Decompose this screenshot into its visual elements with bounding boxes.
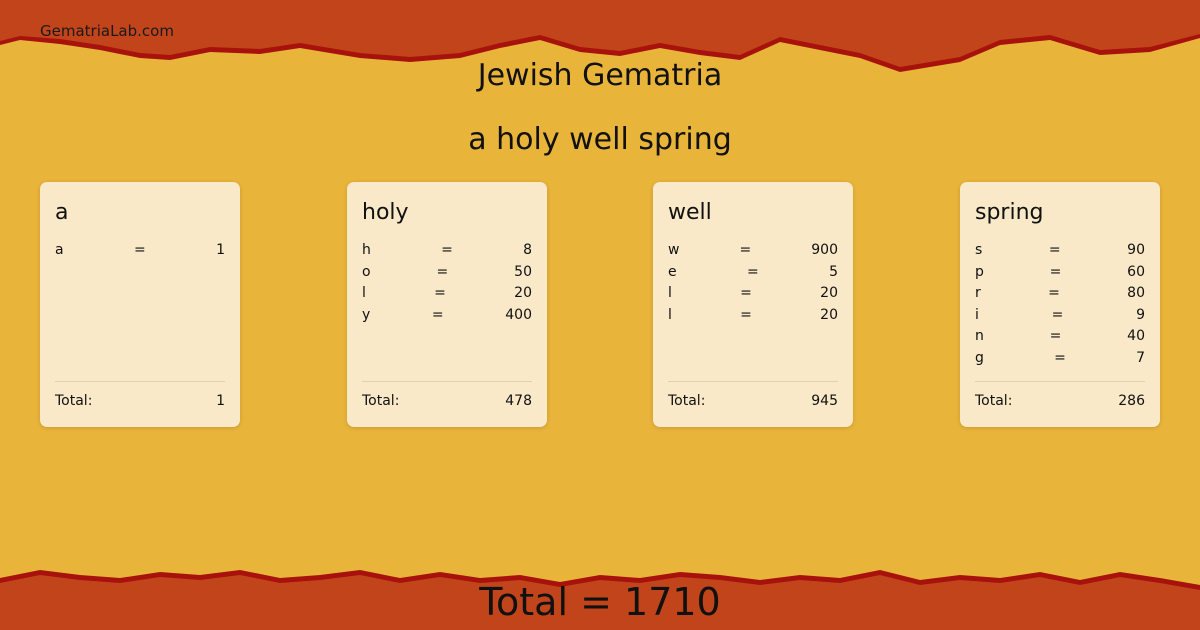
card-total: Total: 1	[55, 381, 225, 409]
letter: i	[975, 306, 979, 323]
letter-row: g = 7	[975, 348, 1145, 370]
total-value: 945	[811, 393, 838, 409]
letter-value: 20	[820, 306, 838, 323]
equals: =	[739, 242, 752, 258]
letter-row: w = 900	[668, 240, 838, 262]
letter-row: h = 8	[362, 240, 532, 262]
equals: =	[1049, 328, 1062, 344]
letter-row: y = 400	[362, 305, 532, 327]
card-total: Total: 945	[668, 381, 838, 409]
letter-value: 9	[1136, 306, 1145, 323]
equals: =	[436, 263, 449, 280]
letter-value: 400	[505, 306, 532, 323]
letter: s	[975, 242, 983, 258]
letter-value: 8	[523, 242, 532, 258]
letter-value: 60	[1127, 263, 1145, 280]
letter-value: 50	[514, 263, 532, 280]
total-value: 1	[216, 393, 225, 409]
equals: =	[133, 242, 146, 258]
total-label: Total:	[362, 393, 400, 409]
letter-value: 900	[811, 242, 838, 258]
letter-value: 20	[820, 285, 838, 301]
letter-value: 20	[514, 285, 532, 301]
card-word: well	[668, 200, 712, 225]
page-title: Jewish Gematria	[477, 58, 723, 93]
letter-value: 90	[1127, 242, 1145, 258]
letter: l	[362, 285, 366, 301]
letter: o	[362, 263, 371, 280]
equals: =	[740, 285, 752, 301]
phrase: a holy well spring	[468, 122, 732, 157]
letter-row: s = 90	[975, 240, 1145, 262]
total-value: 478	[505, 393, 532, 409]
letter: g	[975, 349, 984, 366]
letter-value: 5	[829, 263, 838, 280]
letter-row: l = 20	[668, 305, 838, 327]
card-word: a	[55, 200, 69, 225]
word-card: spring s = 90 p = 60 r = 80 i = 9 n = 40…	[960, 182, 1160, 427]
equals: =	[441, 242, 453, 258]
site-logo-link[interactable]: GematriaLab.com	[40, 22, 174, 40]
word-card: holy h = 8 o = 50 l = 20 y = 400 Total: …	[347, 182, 547, 427]
equals: =	[740, 306, 752, 323]
equals: =	[434, 285, 446, 301]
letter: l	[668, 306, 672, 323]
total-label: Total:	[55, 393, 93, 409]
card-word: holy	[362, 200, 409, 225]
letter-row: l = 20	[668, 283, 838, 305]
letter: n	[975, 328, 984, 344]
total-value: 286	[1118, 393, 1145, 409]
letter: y	[362, 306, 371, 323]
letter: p	[975, 263, 984, 280]
equals: =	[1054, 349, 1066, 366]
equals: =	[746, 263, 759, 280]
letter: w	[668, 242, 680, 258]
card-total: Total: 478	[362, 381, 532, 409]
word-card: well w = 900 e = 5 l = 20 l = 20 Total: …	[653, 182, 853, 427]
letter-row: e = 5	[668, 262, 838, 284]
letter-row: r = 80	[975, 283, 1145, 305]
equals: =	[1049, 263, 1062, 280]
letter-row: a = 1	[55, 240, 225, 262]
letter-value: 7	[1136, 349, 1145, 366]
letter-row: l = 20	[362, 283, 532, 305]
letter-value: 40	[1127, 328, 1145, 344]
letter-row: n = 40	[975, 326, 1145, 348]
letter-value: 80	[1127, 285, 1145, 301]
grand-total: Total = 1710	[479, 580, 721, 624]
equals: =	[1048, 242, 1061, 258]
letter-row: i = 9	[975, 305, 1145, 327]
letter: e	[668, 263, 677, 280]
total-label: Total:	[975, 393, 1013, 409]
letter: r	[975, 285, 981, 301]
letter-row: o = 50	[362, 262, 532, 284]
equals: =	[1048, 285, 1060, 301]
word-card: a a = 1 Total: 1	[40, 182, 240, 427]
letter: l	[668, 285, 672, 301]
letter-value: 1	[216, 242, 225, 258]
letter: a	[55, 242, 64, 258]
letter-row: p = 60	[975, 262, 1145, 284]
equals: =	[431, 306, 444, 323]
total-label: Total:	[668, 393, 706, 409]
equals: =	[1051, 306, 1064, 323]
letter: h	[362, 242, 371, 258]
card-word: spring	[975, 200, 1044, 225]
card-total: Total: 286	[975, 381, 1145, 409]
